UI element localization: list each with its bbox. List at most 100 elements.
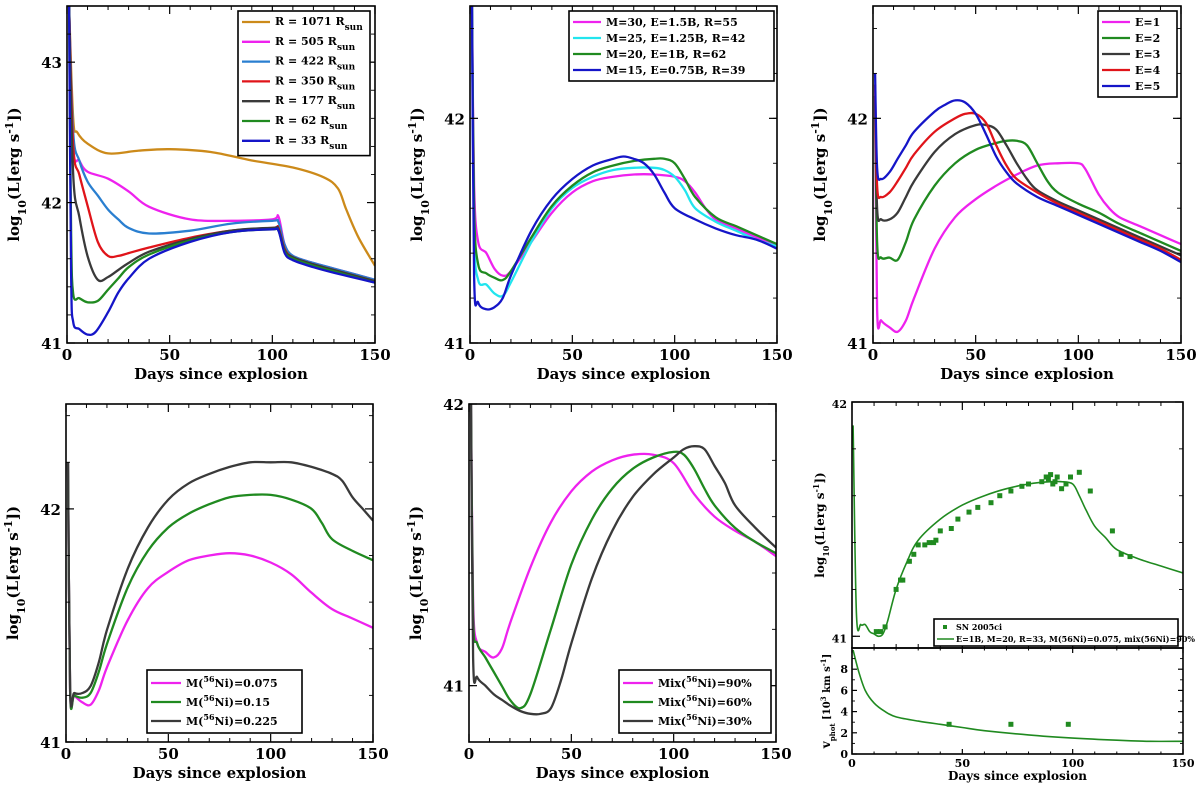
y-tick-label: 6 <box>840 684 848 697</box>
data-point <box>911 551 917 557</box>
legend-label-post: Ni)=0.075 <box>215 677 278 690</box>
x-axis-label: Days since explosion <box>133 764 307 782</box>
x-tick-label: 0 <box>61 745 71 763</box>
panel-6: 41 42 log10(L[erg s-1]) <box>811 398 1184 649</box>
series-line-4 <box>873 84 1181 261</box>
x-tick-label: 50 <box>158 745 179 763</box>
y-axis-label-rest: ] <box>822 654 833 659</box>
x-tick-label: 150 <box>1165 346 1196 364</box>
data-point <box>1063 481 1069 487</box>
x-tick-label: 150 <box>357 745 388 763</box>
y-tick-label: 0 <box>840 748 848 761</box>
legend-label-sup: 56 <box>686 674 698 684</box>
y-axis-label-rest: ]) <box>5 107 23 121</box>
x-tick-label: 150 <box>1172 757 1195 770</box>
data-point <box>948 526 954 531</box>
legend-label: E=1 <box>1135 16 1160 29</box>
series-line-3 <box>469 404 776 716</box>
y-axis-label-sup: -1 <box>809 122 822 134</box>
legend-label: M=25, E=1.25B, R=42 <box>606 32 745 45</box>
legend-label: M(56Ni)=0.15 <box>186 693 270 709</box>
y-axis-label-rest: ]) <box>813 472 827 483</box>
y-tick-label: 8 <box>840 663 848 676</box>
legend-frame <box>933 618 1179 647</box>
legend-label-sup: 56 <box>686 712 698 722</box>
series-line-3 <box>66 460 373 708</box>
legend-panel-4: M(56Ni)=0.075 M(56Ni)=0.15 M(56Ni)=0.225 <box>146 669 303 734</box>
series-line-1 <box>67 6 375 267</box>
legend-label-post: Ni)=0.15 <box>215 696 270 709</box>
legend-swatch-marker <box>943 625 947 629</box>
data-point <box>1065 721 1071 727</box>
data-point <box>933 537 939 543</box>
data-point <box>1019 483 1025 489</box>
legend-label-post: Ni)=60% <box>697 696 752 709</box>
data-point <box>922 542 928 548</box>
series-line-5 <box>873 73 1181 264</box>
data-point <box>1087 488 1093 494</box>
y-tick-label: 41 <box>847 335 868 353</box>
legend-label-post: Ni)=30% <box>697 715 752 728</box>
y-tick-label: 42 <box>40 501 61 519</box>
x-tick-label: 100 <box>255 745 286 763</box>
y-tick-label: 2 <box>840 727 848 740</box>
series-line-1 <box>873 95 1181 334</box>
y-axis-label-sup: -1 <box>819 658 828 666</box>
data-point <box>975 504 981 510</box>
series-line-4 <box>470 6 777 311</box>
y-axis-label-sub: phot <box>828 723 837 742</box>
panel-4: 0 50 100 150 41 42 Days since explosion log10(L… <box>2 403 389 782</box>
y-axis-label: log10(L[erg s-1]) <box>405 506 431 640</box>
series-line-3 <box>470 6 777 282</box>
legend-label-sub: sun <box>345 23 364 33</box>
legend-label: SN 2005ci <box>956 622 1002 632</box>
data-point <box>873 629 879 635</box>
y-axis-label-sup: -1 <box>3 122 16 134</box>
legend-label: M=20, E=1B, R=62 <box>606 48 726 61</box>
y-tick-label: 41 <box>443 678 464 696</box>
series-line-3 <box>67 6 375 281</box>
x-axis-label: Days since explosion <box>537 365 711 383</box>
legend-label: E=4 <box>1135 64 1161 77</box>
legend-label-sup: 56 <box>203 674 215 684</box>
x-tick-label: 50 <box>955 757 971 770</box>
y-axis-label-rest: (L[erg s <box>813 492 827 545</box>
series-line-1 <box>469 404 776 659</box>
legend-label-sub: sun <box>329 142 348 152</box>
y-axis-label-sub: 10 <box>419 200 432 216</box>
legend-frame <box>237 10 371 157</box>
plot-area <box>873 73 1181 334</box>
x-axis-label: Days since explosion <box>948 769 1087 783</box>
legend-panel-3: E=1 E=2 E=3 E=4 E=5 <box>1097 10 1178 98</box>
data-point <box>988 500 994 506</box>
legend-label-sub: sun <box>337 82 356 92</box>
y-axis-label-sub: 10 <box>418 598 431 614</box>
legend-label: E=5 <box>1135 80 1160 93</box>
y-axis-label-rest: (L[erg s <box>811 134 829 200</box>
legend-label: M=15, E=0.75B, R=39 <box>606 64 745 77</box>
plot-frame <box>872 5 1182 344</box>
data-point <box>1127 554 1133 560</box>
legend-label: Mix(56Ni)=60% <box>658 693 752 709</box>
x-tick-label: 100 <box>1063 346 1094 364</box>
series-line-2 <box>852 649 1183 743</box>
data-point <box>900 577 906 583</box>
legend-panel-2: M=30, E=1.5B, R=55 M=25, E=1.25B, R=42 M=2… <box>568 10 775 82</box>
series-line-2 <box>469 404 776 710</box>
legend-label-sub: sun <box>337 102 356 112</box>
series-line-6 <box>67 6 375 304</box>
data-point <box>926 540 932 546</box>
series-line-2 <box>852 425 1183 638</box>
data-point <box>937 528 943 534</box>
y-axis-label-rest: [10 <box>822 701 833 723</box>
series-line-5 <box>67 6 375 283</box>
y-axis-label: log10(L[erg s-1]) <box>3 107 29 241</box>
y-tick-label: 42 <box>832 398 847 411</box>
x-axis-label: Days since explosion <box>134 365 308 383</box>
legend-label-post: Ni)=90% <box>697 677 752 690</box>
y-axis-label-rest: km s <box>822 666 833 696</box>
legend-label-sup: 56 <box>686 693 698 703</box>
y-axis-label-sub: 10 <box>822 200 835 216</box>
